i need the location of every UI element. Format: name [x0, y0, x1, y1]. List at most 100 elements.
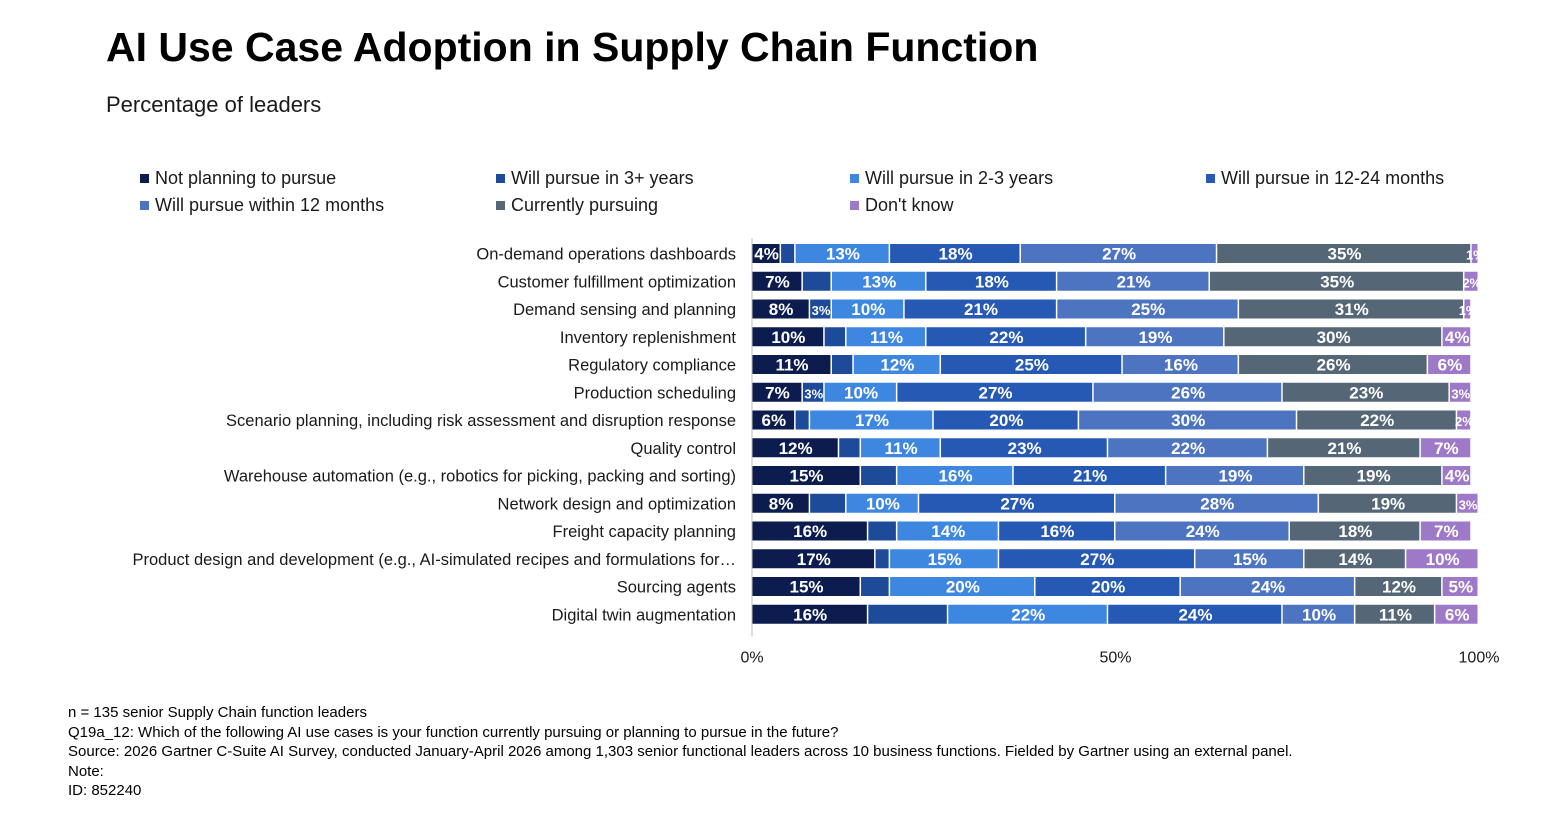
bar-segment	[752, 577, 860, 596]
footnote-sample-size: n = 135 senior Supply Chain function lea…	[68, 704, 367, 721]
bar-segment	[802, 382, 824, 402]
bar-segment	[948, 604, 1107, 624]
footnote-id: ID: 852240	[68, 782, 142, 799]
bar-segment	[752, 244, 780, 263]
bar-segment	[1355, 577, 1442, 596]
legend-label: Will pursue within 12 months	[155, 195, 385, 215]
bar-segment	[1195, 549, 1304, 569]
bar-segment	[810, 410, 933, 430]
bar-segment	[890, 549, 998, 569]
bar-segment	[752, 382, 802, 402]
data-label: 2%	[1462, 275, 1481, 290]
category-label: On-demand operations dashboards	[476, 246, 736, 264]
legend-item-currently-pursuing: Currently pursuing	[496, 195, 850, 216]
bar-segment	[752, 604, 867, 624]
data-label: 22%	[1360, 411, 1394, 430]
legend-label: Currently pursuing	[511, 195, 659, 215]
bar-segment	[919, 493, 1114, 513]
data-label: 19%	[1138, 328, 1172, 347]
data-label: 24%	[1251, 578, 1285, 597]
bar-segment	[1406, 549, 1478, 569]
data-label: 7%	[765, 383, 790, 402]
data-label: 19%	[1371, 494, 1405, 513]
data-label: 30%	[1317, 328, 1351, 347]
bar-segment	[1304, 549, 1405, 569]
data-label: 3%	[804, 386, 823, 401]
data-label: 10%	[851, 300, 885, 319]
bar-segment	[810, 493, 846, 513]
bar-segment	[926, 271, 1056, 291]
legend-label: Will pursue in 2-3 years	[865, 168, 1054, 188]
data-label: 30%	[1171, 411, 1205, 430]
category-label: Digital twin augmentation	[552, 606, 736, 624]
bar-segment	[861, 438, 940, 458]
data-label: 27%	[1080, 550, 1114, 569]
bar-segment	[861, 466, 896, 485]
data-label: 8%	[769, 494, 794, 513]
category-label: Scenario planning, including risk assess…	[226, 412, 736, 430]
bar-segment	[846, 493, 918, 513]
bar-segment	[890, 577, 1035, 596]
data-label: 1%	[1459, 303, 1478, 318]
data-label: 20%	[989, 411, 1023, 430]
data-label: 25%	[1015, 356, 1049, 375]
x-tick-label: 100%	[1459, 650, 1500, 667]
data-label: 3%	[1451, 386, 1470, 401]
bar-segment	[1464, 299, 1471, 319]
bar-segment	[1108, 604, 1282, 624]
data-label: 35%	[1327, 245, 1361, 264]
data-label: 14%	[931, 522, 965, 541]
bar-segment	[795, 244, 889, 263]
data-label: 15%	[790, 467, 824, 486]
bar-segment	[752, 355, 831, 374]
bar-segment	[1420, 521, 1471, 541]
footnotes: n = 135 senior Supply Chain function lea…	[68, 703, 1293, 801]
data-label: 6%	[1445, 605, 1470, 624]
chart-title: AI Use Case Adoption in Supply Chain Fun…	[106, 24, 1039, 70]
bar-segment	[781, 244, 795, 263]
bar-segment	[897, 382, 1093, 402]
data-label: 7%	[1434, 439, 1459, 458]
legend-swatch	[850, 174, 859, 183]
data-label: 26%	[1317, 356, 1351, 375]
data-label: 10%	[866, 494, 900, 513]
data-label: 4%	[754, 245, 779, 264]
footnote-note: Note:	[68, 762, 104, 780]
data-label: 31%	[1335, 300, 1369, 319]
data-label: 16%	[1164, 356, 1198, 375]
data-label: 10%	[771, 328, 805, 347]
data-label: 12%	[1382, 578, 1416, 597]
data-label: 22%	[989, 328, 1023, 347]
category-label: Warehouse automation (e.g., robotics for…	[224, 468, 736, 486]
data-label: 6%	[1438, 356, 1463, 375]
category-label: Regulatory compliance	[568, 357, 736, 375]
bar-segment	[824, 327, 846, 347]
data-label: 7%	[1434, 522, 1459, 541]
data-label: 3%	[1459, 497, 1478, 512]
bar-segment	[831, 271, 925, 291]
legend-swatch	[496, 174, 505, 183]
data-label: 7%	[765, 272, 790, 291]
bar-segment	[853, 355, 940, 374]
data-label: 21%	[1327, 439, 1361, 458]
bar-segment	[1442, 327, 1471, 347]
data-label: 21%	[1073, 467, 1107, 486]
bar-segment	[1442, 577, 1478, 596]
category-label: Demand sensing and planning	[513, 301, 736, 319]
bar-segment	[999, 521, 1114, 541]
data-label: 19%	[1357, 467, 1391, 486]
footnote-source: Source: 2026 Gartner C-Suite AI Survey, …	[68, 743, 1293, 760]
bar-segment	[933, 410, 1078, 430]
bar-segment	[752, 466, 860, 485]
bar-segment	[1210, 271, 1463, 291]
data-label: 18%	[975, 272, 1009, 291]
legend-swatch	[850, 201, 859, 210]
data-label: 5%	[1449, 578, 1474, 597]
bar-segment	[868, 521, 896, 541]
bar-segment	[1020, 244, 1216, 263]
category-label: Production scheduling	[574, 384, 736, 402]
bar-segment	[752, 327, 824, 347]
legend-label: Not planning to pursue	[155, 168, 337, 188]
data-label: 4%	[1445, 328, 1470, 347]
category-label: Product design and development (e.g., AI…	[133, 551, 737, 569]
